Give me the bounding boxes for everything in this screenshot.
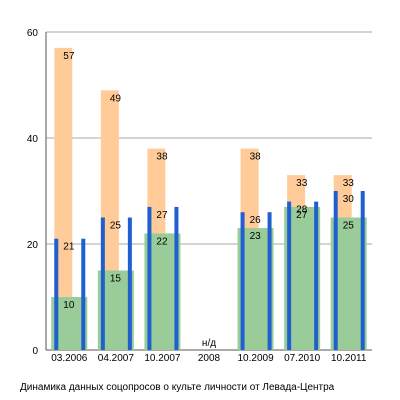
- x-tick-label: 2008: [198, 353, 221, 364]
- value-label-green: 27: [296, 210, 308, 221]
- x-tick-label: 07.2010: [284, 353, 321, 364]
- bar-blue-right: [81, 238, 86, 350]
- value-label-blue: 25: [110, 221, 122, 232]
- bar-peach: [54, 47, 73, 351]
- value-label-blue: 28: [296, 205, 308, 216]
- x-tick-label: 10.2007: [144, 353, 181, 364]
- bar-blue-left: [100, 217, 105, 350]
- value-label-green: 22: [156, 236, 168, 247]
- y-tick-label: 20: [27, 240, 39, 251]
- x-tick-label: 03.2006: [51, 353, 88, 364]
- bar-blue-right: [360, 191, 365, 350]
- value-label-peach: 38: [250, 152, 262, 163]
- x-tick-label: 04.2007: [98, 353, 135, 364]
- bar-blue-right: [174, 206, 179, 350]
- bar-blue-right: [127, 217, 132, 350]
- value-label-peach: 38: [156, 152, 168, 163]
- value-label-peach: 33: [343, 178, 355, 189]
- value-label-blue: 21: [63, 242, 75, 253]
- bar-blue-right: [314, 201, 319, 350]
- chart-caption: Динамика данных соцопросов о культе личн…: [20, 382, 335, 393]
- bar-blue-left: [240, 212, 245, 350]
- y-tick-label: 60: [27, 28, 39, 39]
- bar-blue-left: [147, 206, 152, 350]
- bar-blue-left: [333, 191, 338, 350]
- value-label-green: 15: [110, 274, 122, 285]
- x-tick-label: 10.2011: [331, 353, 367, 364]
- value-label-peach: 49: [110, 93, 122, 104]
- value-label-blue: 26: [250, 215, 262, 226]
- x-tick-label: 10.2009: [237, 353, 274, 364]
- bar-chart: 0 20 40 60 03.2006 57 21 10 04.2007 49 25 15 10.2007…: [27, 28, 372, 364]
- y-tick-label: 0: [32, 346, 38, 357]
- bar-blue-left: [287, 201, 292, 350]
- value-label-blue: 30: [343, 194, 355, 205]
- value-label-peach: 57: [63, 51, 75, 62]
- value-label-green: 23: [250, 231, 262, 242]
- bar-blue-right: [267, 212, 272, 350]
- value-label-blue: 27: [156, 210, 168, 221]
- value-label-peach: 33: [296, 178, 308, 189]
- value-label-green: 25: [343, 221, 355, 232]
- no-data-label: н/д: [202, 338, 216, 349]
- y-tick-label: 40: [27, 134, 39, 145]
- value-label-green: 10: [63, 300, 75, 311]
- bar-blue-left: [54, 238, 59, 350]
